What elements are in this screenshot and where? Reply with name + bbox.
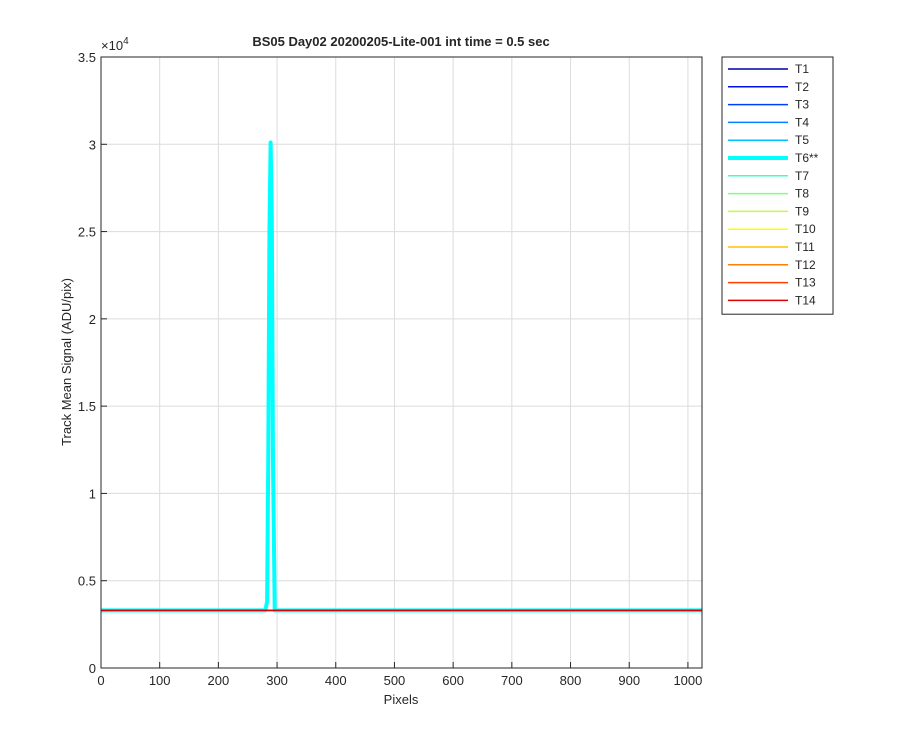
legend-label: T11 bbox=[795, 240, 815, 254]
legend-label: T10 bbox=[795, 222, 816, 236]
y-tick-label: 0 bbox=[89, 661, 96, 676]
legend-label: T13 bbox=[795, 276, 816, 290]
x-tick-label: 200 bbox=[208, 673, 230, 688]
y-tick-label: 3.5 bbox=[78, 50, 96, 65]
axes-box bbox=[100, 56, 703, 669]
legend-box bbox=[721, 56, 834, 315]
y-multiplier-power: 4 bbox=[123, 36, 129, 47]
x-axis-label: Pixels bbox=[384, 692, 419, 707]
legend-label: T14 bbox=[795, 293, 816, 307]
y-tick-label: 1 bbox=[89, 486, 96, 501]
y-tick-label: 2 bbox=[89, 312, 96, 327]
legend-label: T3 bbox=[795, 98, 809, 112]
legend-label: T9 bbox=[795, 204, 809, 218]
y-tick-label: 3 bbox=[89, 137, 96, 152]
x-tick-label: 300 bbox=[266, 673, 288, 688]
x-tick-label: 1000 bbox=[673, 673, 702, 688]
x-tick-label: 0 bbox=[97, 673, 104, 688]
y-tick-label: 0.5 bbox=[78, 574, 96, 589]
x-tick-label: 800 bbox=[560, 673, 582, 688]
legend-label: T7 bbox=[795, 169, 809, 183]
y-tick-label: 1.5 bbox=[78, 399, 96, 414]
legend-label: T2 bbox=[795, 80, 809, 94]
x-tick-label: 400 bbox=[325, 673, 347, 688]
y-multiplier: ×104 bbox=[101, 36, 129, 53]
x-tick-label: 600 bbox=[442, 673, 464, 688]
y-axis-label: Track Mean Signal (ADU/pix) bbox=[59, 278, 74, 446]
x-tick-label: 100 bbox=[149, 673, 171, 688]
legend-label: T4 bbox=[795, 115, 809, 129]
legend-label: T12 bbox=[795, 258, 816, 272]
series-line bbox=[101, 140, 702, 613]
x-tick-label: 500 bbox=[384, 673, 406, 688]
legend-label: T6** bbox=[795, 151, 819, 165]
chart-title: BS05 Day02 20200205-Lite-001 int time = … bbox=[252, 34, 549, 49]
y-multiplier-base: ×10 bbox=[101, 38, 123, 53]
legend-label: T1 bbox=[795, 62, 809, 76]
y-tick-label: 2.5 bbox=[78, 225, 96, 240]
plot-area bbox=[101, 57, 702, 668]
x-tick-label: 700 bbox=[501, 673, 523, 688]
legend-label: T5 bbox=[795, 133, 809, 147]
legend-label: T8 bbox=[795, 187, 809, 201]
x-tick-label: 900 bbox=[618, 673, 640, 688]
